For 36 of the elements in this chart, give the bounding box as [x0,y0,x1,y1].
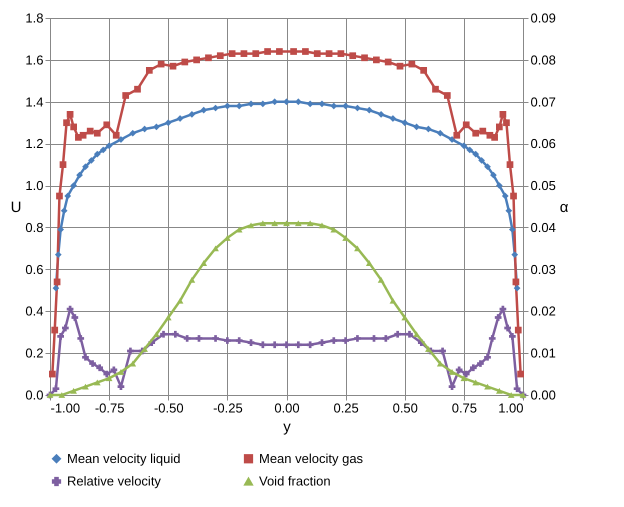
y2-tick-label: 0.08 [530,52,556,68]
y2-axis-title: α [560,199,569,216]
y2-tick-label: 0.02 [530,304,556,319]
y-tick-label: 0.4 [25,304,44,319]
y-tick-label: 0.2 [25,346,44,361]
y2-tick-label: 0.03 [530,262,556,277]
x-tick-label: -1.00 [50,400,80,416]
x-tick-label: 0.00 [274,400,300,416]
y2-tick-label: 0.04 [530,220,556,235]
legend-label: Mean velocity gas [259,450,364,466]
x-tick-label: 0.25 [333,400,359,416]
y-axis-title: U [10,199,22,216]
y-tick-label: 1.0 [25,178,44,194]
y2-tick-label: 0.01 [530,346,556,361]
y2-tick-label: 0.00 [530,388,556,402]
y2-tick-label: 0.06 [530,136,556,152]
y2-tick-label: 0.05 [530,178,556,194]
x-axis-title: y [283,418,292,436]
y2-tick-label: 0.09 [530,10,556,26]
x-tick-label: 0.50 [392,400,418,416]
y2-tick-label: 0.07 [530,94,556,110]
x-tick-label: -0.50 [154,400,184,416]
y-tick-label: 1.6 [25,52,44,68]
legend-label: Mean velocity liquid [67,450,180,466]
y-tick-label: 0.8 [25,220,44,235]
y-tick-label: 0.6 [25,262,44,277]
y-tick-label: 1.8 [25,10,44,26]
legend-label: Relative velocity [67,474,162,488]
x-tick-label: 0.75 [452,400,478,416]
x-tick-label: 1.00 [498,400,524,416]
y-tick-label: 1.2 [25,136,44,152]
x-tick-label: -0.25 [213,400,243,416]
y-tick-label: 0.0 [25,388,44,402]
x-tick-label: -0.75 [94,400,124,416]
y-tick-label: 1.4 [25,94,44,110]
legend-label: Void fraction [259,474,331,488]
